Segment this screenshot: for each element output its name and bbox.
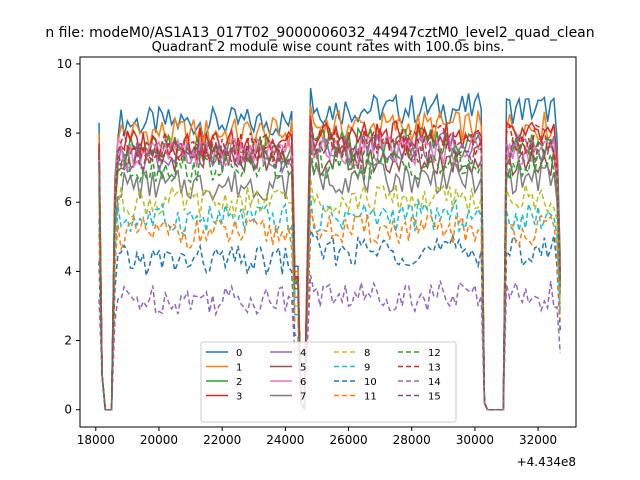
legend-label-14: 14 [428, 377, 441, 388]
legend-label-5: 5 [300, 363, 306, 374]
series-line-15 [98, 129, 561, 411]
legend-label-1: 1 [236, 363, 242, 374]
legend-label-3: 3 [236, 392, 242, 403]
x-tick-label-1: 20000 [140, 433, 178, 447]
series-layer [98, 88, 561, 411]
series-line-14 [98, 274, 561, 411]
x-offset-label: +4.434e8 [517, 455, 576, 469]
x-axis: 18000 20000 22000 24000 26000 28000 30000 32000 [77, 427, 557, 447]
legend-label-0: 0 [236, 348, 242, 359]
figure-suptitle: n file: modeM0/AS1A13_017T02_9000006032_… [45, 25, 594, 41]
chart-title: Quadrant 2 module wise count rates with … [152, 40, 505, 55]
legend-label-15: 15 [428, 392, 441, 403]
series-line-13 [98, 119, 561, 411]
y-tick-label-1: 2 [64, 334, 72, 348]
legend-label-4: 4 [300, 348, 306, 359]
x-tick-label-3: 24000 [266, 433, 304, 447]
x-tick-label-7: 32000 [519, 433, 557, 447]
y-tick-label-4: 8 [64, 126, 72, 140]
legend-label-9: 9 [364, 363, 370, 374]
legend-label-12: 12 [428, 348, 441, 359]
y-tick-label-2: 4 [64, 264, 72, 278]
y-tick-label-3: 6 [64, 195, 72, 209]
legend-label-7: 7 [300, 392, 306, 403]
x-tick-label-5: 28000 [393, 433, 431, 447]
plot-frame [79, 56, 577, 428]
legend-label-13: 13 [428, 363, 441, 374]
y-axis: 0 2 4 6 8 10 [57, 57, 80, 417]
x-tick-label-0: 18000 [77, 433, 115, 447]
legend-label-2: 2 [236, 377, 242, 388]
legend-label-10: 10 [364, 377, 377, 388]
y-tick-label-0: 0 [64, 403, 72, 417]
legend-label-11: 11 [364, 392, 377, 403]
x-tick-label-4: 26000 [329, 433, 367, 447]
x-tick-label-6: 30000 [456, 433, 494, 447]
legend-label-8: 8 [364, 348, 370, 359]
x-tick-label-2: 22000 [203, 433, 241, 447]
y-tick-label-5: 10 [57, 57, 72, 71]
legend-box [200, 341, 457, 423]
legend-label-6: 6 [300, 377, 306, 388]
